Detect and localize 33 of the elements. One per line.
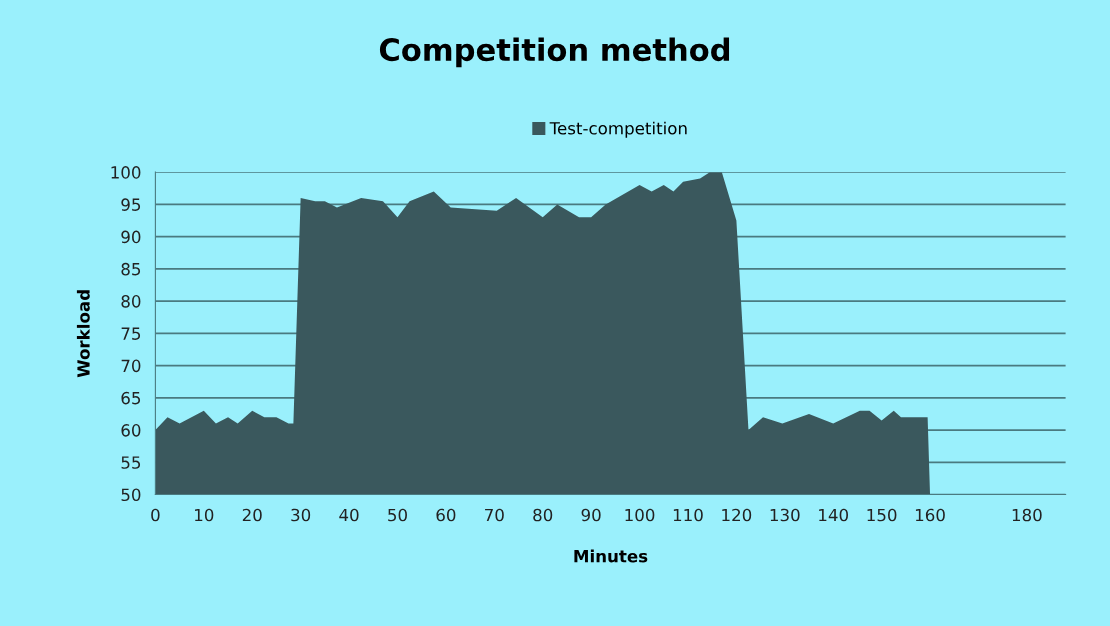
y-tick-label: 50 xyxy=(121,488,141,502)
x-tick-label: 150 xyxy=(867,508,897,522)
x-tick-label: 70 xyxy=(485,508,504,522)
y-tick-label: 100 xyxy=(111,166,141,179)
x-tick-label: 30 xyxy=(291,508,311,522)
x-tick-label: 50 xyxy=(388,508,407,522)
y-tick-label: 55 xyxy=(121,456,141,469)
y-tick-label: 75 xyxy=(121,327,141,340)
x-tick-label: 90 xyxy=(581,508,601,522)
x-axis-title: Minutes xyxy=(574,549,648,563)
y-axis-title: Workload xyxy=(76,290,90,378)
x-tick-label: 140 xyxy=(819,508,849,522)
x-tick-label: 120 xyxy=(722,508,752,522)
x-tick-label: 160 xyxy=(915,508,945,522)
x-tick-label: 0 xyxy=(151,508,160,522)
x-tick-label: 80 xyxy=(533,508,553,522)
x-tick-label: 100 xyxy=(625,508,655,522)
x-tick-label: 110 xyxy=(673,508,703,522)
x-tick-label: 40 xyxy=(339,508,359,522)
y-tick-label: 65 xyxy=(121,391,141,405)
y-tick-label: 70 xyxy=(121,359,141,373)
x-tick-label: 180 xyxy=(1012,508,1042,522)
y-tick-label: 95 xyxy=(121,198,141,211)
y-tick-label: 60 xyxy=(121,424,141,437)
x-tick-label: 20 xyxy=(242,508,262,522)
y-tick-label: 90 xyxy=(121,230,141,244)
y-tick-label: 85 xyxy=(121,262,141,276)
x-tick-label: 130 xyxy=(770,508,800,522)
y-tick-label: 80 xyxy=(121,295,141,308)
x-tick-label: 60 xyxy=(436,508,456,522)
legend-label: Test-competition xyxy=(549,121,687,138)
chart-title: Competition method xyxy=(379,37,730,68)
x-tick-label: 10 xyxy=(195,508,214,522)
